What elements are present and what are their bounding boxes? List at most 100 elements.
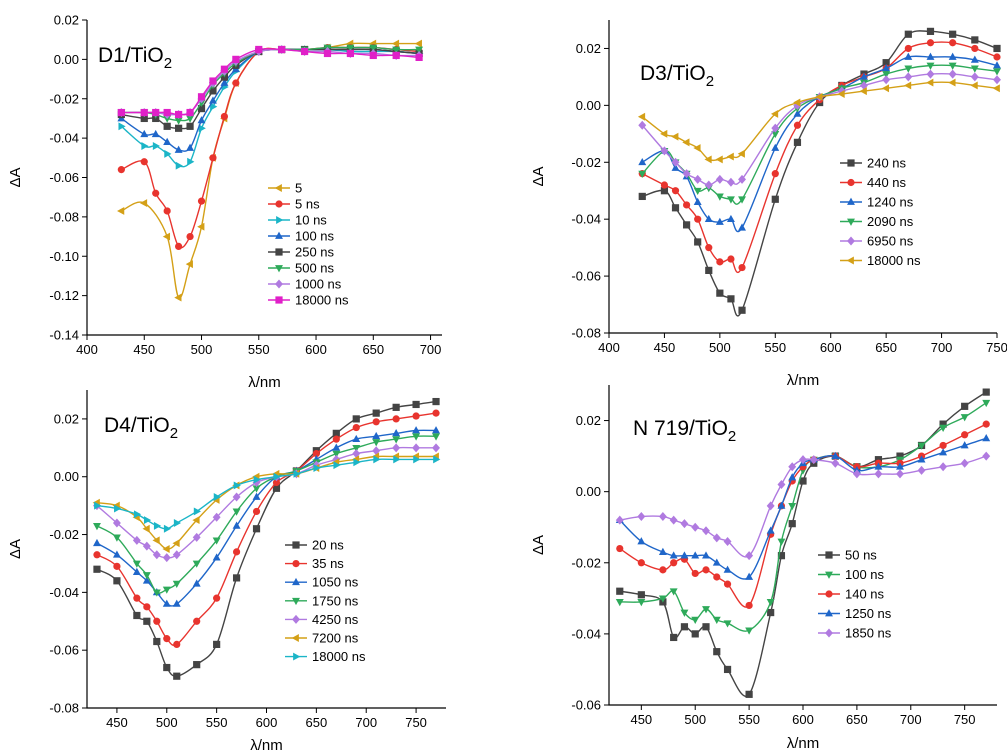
data-point	[153, 637, 161, 646]
data-point	[683, 221, 691, 229]
data-point	[716, 289, 724, 297]
data-point	[113, 577, 121, 585]
data-point	[726, 214, 735, 223]
series-8	[117, 45, 423, 119]
data-point	[212, 553, 221, 561]
data-point	[332, 435, 340, 443]
data-point	[192, 516, 200, 525]
x-tick-label: 700	[355, 715, 377, 730]
legend-item: 2090 ns	[840, 214, 914, 229]
data-point	[192, 532, 201, 542]
data-point	[704, 214, 713, 223]
data-point	[112, 534, 121, 542]
data-point	[691, 522, 700, 532]
data-point	[680, 609, 689, 617]
y-tick-label: -0.06	[571, 269, 601, 284]
data-point	[142, 572, 151, 580]
data-point	[163, 635, 171, 643]
legend-item: 1250 ns	[818, 606, 892, 621]
legend-label: 1250 ns	[845, 606, 892, 621]
x-tick-label: 400	[598, 340, 620, 355]
series-1	[117, 39, 422, 302]
legend-swatch-marker	[274, 184, 282, 192]
y-tick-label: 0.00	[576, 98, 601, 113]
y-tick-label: 0.02	[54, 411, 79, 426]
data-point	[117, 166, 125, 174]
data-point	[392, 436, 401, 444]
data-point	[660, 146, 669, 156]
data-point	[671, 187, 680, 195]
data-point	[152, 589, 161, 597]
legend-item: 500 ns	[268, 261, 335, 276]
data-point	[369, 44, 378, 52]
series-line	[96, 455, 436, 550]
data-point	[414, 39, 422, 48]
data-point	[723, 620, 732, 628]
data-point	[793, 98, 801, 107]
legend-label: 18000 ns	[295, 293, 349, 308]
data-point	[926, 62, 935, 70]
data-point	[723, 580, 732, 588]
data-point	[777, 538, 786, 546]
data-point	[660, 187, 669, 195]
data-point	[799, 455, 807, 465]
data-point	[173, 672, 181, 680]
data-point	[209, 154, 217, 162]
y-tick-label: -0.08	[49, 701, 79, 716]
data-point	[392, 46, 401, 54]
data-point	[141, 142, 149, 150]
data-point	[904, 52, 913, 60]
series-2	[615, 399, 991, 635]
data-point	[333, 461, 341, 470]
series-3	[93, 426, 440, 607]
data-point	[637, 112, 646, 121]
legend-item: 5	[268, 181, 302, 196]
data-point	[658, 595, 667, 603]
y-tick-label: -0.04	[571, 212, 601, 227]
data-point	[162, 599, 171, 607]
data-point	[702, 551, 710, 559]
data-point	[133, 510, 142, 519]
data-point	[112, 550, 121, 558]
data-point	[94, 501, 102, 510]
data-point	[415, 53, 423, 62]
x-tick-label: 500	[191, 342, 213, 357]
data-point	[293, 469, 301, 478]
data-point	[682, 138, 690, 147]
data-point	[392, 403, 400, 411]
data-point	[658, 512, 667, 522]
data-point	[948, 52, 957, 60]
legend-swatch-marker	[847, 159, 855, 167]
data-point	[93, 522, 101, 531]
data-point	[859, 87, 867, 96]
data-point	[682, 169, 691, 179]
data-point	[432, 397, 440, 406]
data-point	[220, 78, 229, 86]
data-point	[738, 196, 746, 204]
data-point	[702, 623, 710, 631]
data-point	[917, 455, 926, 463]
x-tick-label: 550	[248, 342, 270, 357]
data-point	[680, 623, 689, 631]
data-point	[93, 551, 101, 559]
chart-panel-1: 400 450 500 550 600 650 700 -0.14 -0.12 -0.10 -0.0…	[7, 13, 442, 391]
legend-swatch-marker	[825, 609, 833, 617]
y-tick-label: -0.10	[49, 249, 79, 264]
data-point	[970, 55, 979, 63]
legend-label: 7200 ns	[312, 631, 359, 646]
data-point	[766, 599, 775, 607]
legend-item: 1850 ns	[818, 626, 892, 641]
data-point	[112, 518, 121, 528]
data-point	[948, 69, 957, 79]
data-point	[831, 458, 840, 468]
data-point	[831, 451, 840, 459]
x-tick-label: 700	[420, 342, 442, 357]
data-point	[143, 603, 151, 611]
data-point	[771, 143, 780, 151]
x-axis-label: λ/nm	[250, 737, 283, 754]
data-point	[252, 525, 261, 533]
legend-label: 2090 ns	[867, 214, 914, 229]
data-point	[745, 551, 754, 561]
x-tick-label: 600	[820, 340, 842, 355]
data-point	[133, 594, 141, 602]
